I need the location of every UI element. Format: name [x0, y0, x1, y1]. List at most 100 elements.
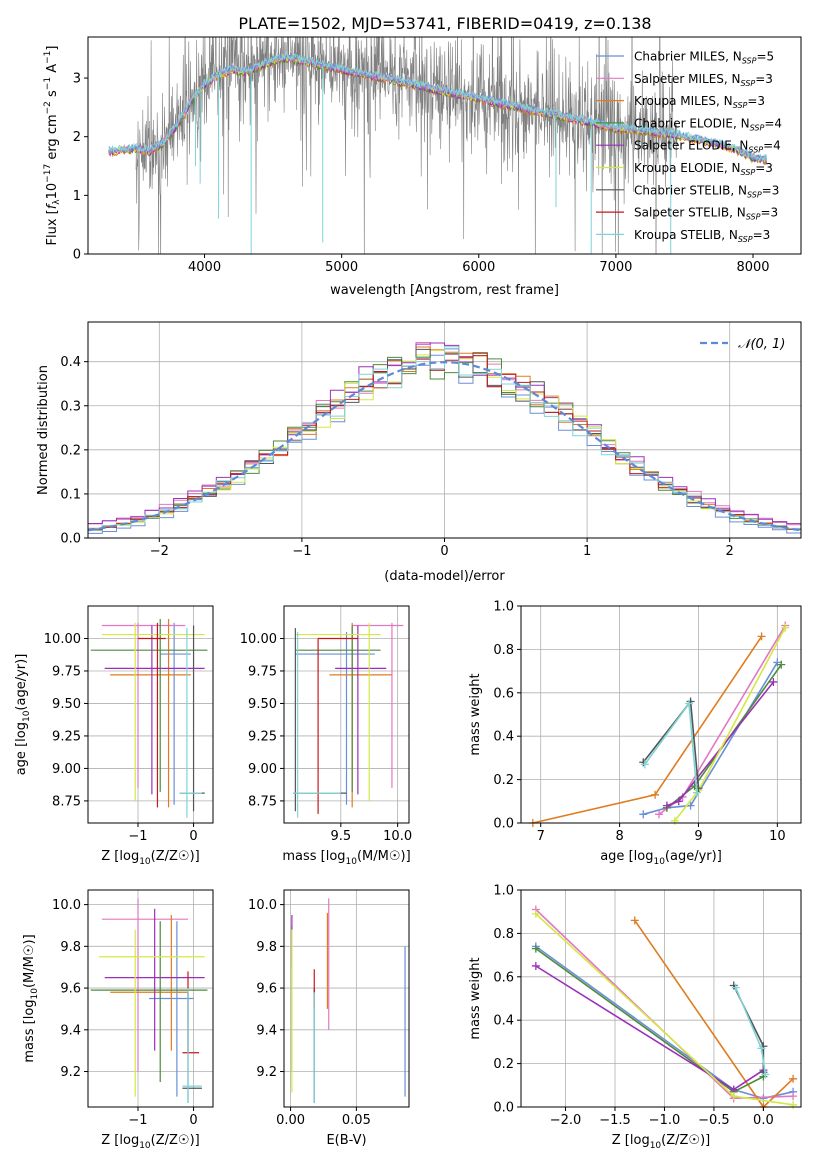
mass_vs_ebv-xlabel: E(B-V) [326, 1133, 366, 1148]
y-tick-label: 0.3 [60, 399, 81, 414]
residuals-plot [88, 342, 801, 536]
kroupa_stelib-point [761, 1070, 770, 1079]
y-tick-label: 9.2 [256, 1065, 277, 1080]
kroupa_elodie-point [531, 909, 540, 918]
x-tick-label: 2 [726, 544, 734, 559]
y-tick-label: 0.8 [493, 927, 514, 942]
x-tick-label: 7000 [599, 260, 632, 275]
x-tick-label: 1 [583, 544, 591, 559]
x-tick-label: 0 [189, 1113, 197, 1128]
y-tick-label: 0 [73, 248, 81, 263]
legend-entry: 𝒩(0, 1) [738, 337, 785, 352]
y-tick-label: 0.6 [493, 970, 514, 985]
x-tick-label: 0.00 [276, 1113, 305, 1128]
age_vs_mass-frame: 9.5 10.0 8.75 9.00 9.25 9.50 9.75 10.00 [240, 605, 412, 844]
x-tick-label: −0.5 [698, 1113, 730, 1128]
weight_vs_age-axes [521, 605, 801, 824]
kroupa_stelib-point [640, 760, 649, 769]
y-tick-label: 9.75 [52, 664, 81, 679]
y-tick-label: 2 [73, 130, 81, 145]
x-tick-label: 0 [440, 544, 448, 559]
age_vs_mass-plot [293, 622, 404, 818]
y-tick-label: 0.4 [493, 730, 514, 745]
y-tick-label: 3 [73, 72, 81, 87]
kroupa_stelib-histogram [88, 346, 801, 533]
y-tick-label: 9.50 [52, 697, 81, 712]
y-tick-label: 0.2 [60, 443, 81, 458]
y-tick-label: 9.4 [60, 1023, 81, 1038]
kroupa_elodie-point [781, 623, 790, 632]
y-tick-label: 0.0 [493, 1101, 514, 1116]
salpeter_elodie-point [531, 961, 540, 970]
salpeter_elodie-series-line [666, 681, 775, 807]
chabrier_miles-series-line [535, 945, 794, 1100]
spectrum-legend: Chabrier MILES, NSSP=5 Salpeter MILES, NS… [596, 50, 782, 244]
kroupa_stelib-model-line [108, 50, 768, 161]
y-tick-label: 9.00 [248, 762, 277, 777]
x-tick-label: −1.5 [599, 1113, 631, 1128]
residuals-frame: −2 −1 0 1 2 0.0 0.1 0.2 0.3 0.4 [60, 321, 802, 559]
y-tick-label: 9.6 [256, 982, 277, 997]
axes-frame [283, 889, 410, 1108]
kroupa_stelib-series-line [734, 987, 767, 1075]
legend-entry: Salpeter MILES, NSSP=3 [634, 72, 773, 88]
spectrum-plot [108, 37, 768, 254]
y-tick-label: 0.0 [493, 817, 514, 832]
y-tick-label: 9.8 [256, 940, 277, 955]
salpeter_miles-point [789, 1092, 798, 1101]
y-tick-label: 0.2 [493, 1057, 514, 1072]
weight_vs_Z-axes [521, 889, 801, 1108]
axes-frame [87, 889, 214, 1108]
x-tick-label: 0 [189, 829, 197, 844]
kroupa_miles-point [789, 1074, 798, 1083]
age_vs_Z-frame: −1 0 8.75 9.00 9.25 9.50 9.75 10.00 [44, 605, 214, 844]
x-tick-label: 9.5 [330, 829, 351, 844]
x-tick-label: 8 [615, 829, 623, 844]
residuals-legend: 𝒩(0, 1) [700, 337, 785, 352]
x-tick-label: 7 [537, 829, 545, 844]
chabrier_miles-series-line [643, 661, 778, 816]
x-tick-label: 10 [769, 829, 786, 844]
y-tick-label: 8.75 [52, 794, 81, 809]
salpeter_miles-point [655, 810, 664, 819]
axes-frame [87, 36, 802, 255]
y-tick-label: 1 [73, 189, 81, 204]
y-tick-label: 0.6 [493, 686, 514, 701]
y-tick-label: 10.00 [240, 632, 277, 647]
legend-entry: Kroupa ELODIE, NSSP=3 [634, 161, 773, 177]
y-tick-label: 10.0 [52, 898, 81, 913]
x-tick-label: 0.05 [342, 1113, 371, 1128]
salpeter_elodie-point [662, 801, 671, 810]
salpeter_elodie-point [674, 797, 683, 806]
axes-frame [520, 889, 802, 1108]
age_vs_Z-ylabel: age [log10(age/yr)] [14, 654, 32, 776]
chabrier_elodie-point [531, 944, 540, 953]
axes-frame [520, 605, 802, 824]
chabrier_stelib-series-line [732, 985, 765, 1073]
weight_vs_Z-frame: −2.0 −1.5 −1.0 −0.5 0.0 0.0 0.2 0.4 0.6 0.8 1.0 [493, 884, 802, 1128]
weight_vs_Z-xlabel: Z [log10(Z/Z☉)] [612, 1133, 710, 1151]
legend-entry: Chabrier STELIB, NSSP=3 [634, 183, 779, 199]
y-tick-label: 0.4 [60, 355, 81, 370]
y-tick-label: 9.6 [60, 982, 81, 997]
x-tick-label: −1.0 [649, 1113, 681, 1128]
x-tick-label: 8000 [736, 260, 769, 275]
x-tick-label: 4000 [188, 260, 221, 275]
y-tick-label: 0.8 [493, 643, 514, 658]
x-tick-label: 6000 [462, 260, 495, 275]
kroupa_stelib-point [757, 1044, 766, 1053]
y-tick-label: 9.75 [248, 664, 277, 679]
kroupa_miles-series-line [532, 635, 763, 824]
y-tick-label: 9.8 [60, 940, 81, 955]
x-tick-label: 5000 [325, 260, 358, 275]
age_vs_Z-plot [90, 618, 208, 818]
weight_vs_age-plot [528, 621, 790, 827]
age_vs_mass-xlabel: mass [log10(M/M☉)] [282, 849, 410, 867]
y-tick-label: 8.75 [248, 794, 277, 809]
kroupa_miles-point [651, 790, 660, 799]
y-tick-label: 9.00 [52, 762, 81, 777]
chabrier_miles-model-line [108, 52, 768, 162]
x-tick-label: −1 [292, 544, 311, 559]
mass_vs_Z-ylabel: mass [log10(M/M☉)] [22, 934, 40, 1062]
y-tick-label: 9.50 [248, 697, 277, 712]
